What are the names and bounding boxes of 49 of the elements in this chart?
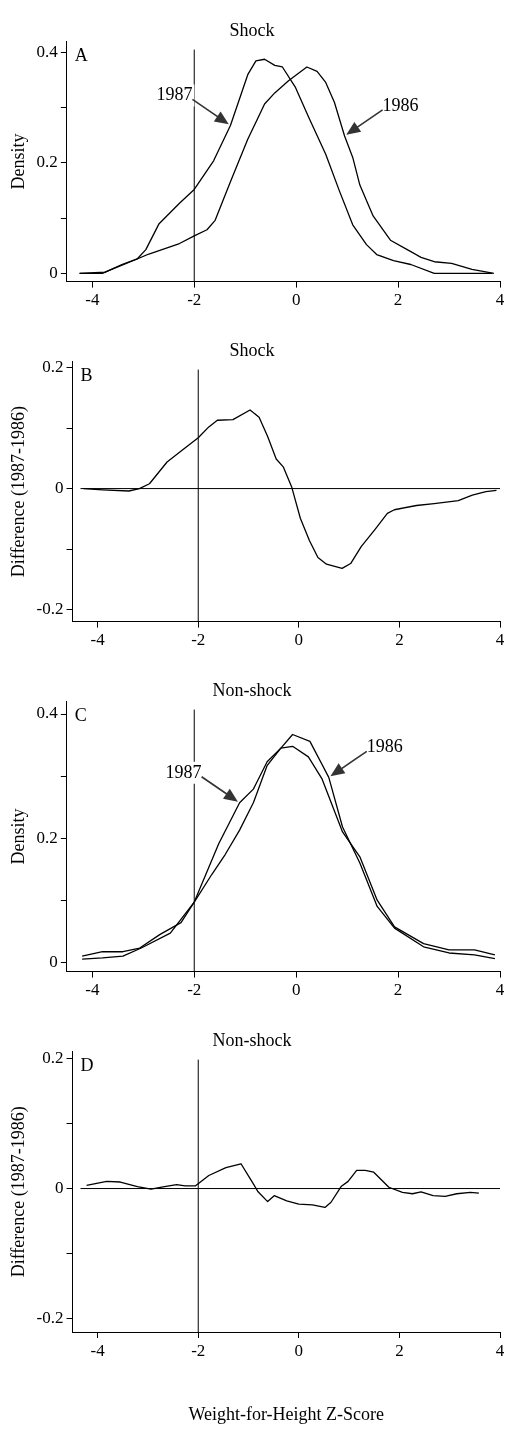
y-tick-label: 0.2 <box>36 827 58 847</box>
y-tick-label: 0 <box>55 1178 64 1198</box>
y-tick-label: 0.4 <box>36 42 59 62</box>
y-tick-label: 0.2 <box>42 357 64 377</box>
y-tick-label: 0.2 <box>36 152 58 172</box>
x-tick-label: 0 <box>294 630 304 650</box>
x-tick-label: 2 <box>393 980 403 1000</box>
x-tick-label: 2 <box>395 1340 404 1360</box>
x-tick-label: -4 <box>85 290 100 310</box>
y-tick-label: 0.2 <box>42 1047 64 1067</box>
y-tick-label: -0.2 <box>36 1308 64 1328</box>
x-tick-label: 2 <box>393 290 403 310</box>
text: 1987 <box>156 84 193 105</box>
x-tick-label: -4 <box>85 980 100 1000</box>
annotation: A <box>74 45 88 66</box>
y-tick-label: 0 <box>55 478 64 498</box>
chart-title: Shock <box>229 19 275 40</box>
x-tick-label: 4 <box>495 980 505 1000</box>
x-tick-label: 0 <box>291 290 301 310</box>
y-axis-title: Density <box>7 133 28 190</box>
x-tick-label: -2 <box>191 1340 206 1360</box>
chart-title: Non-shock <box>212 1029 292 1050</box>
x-tick-label: -4 <box>90 1340 106 1360</box>
x-tick-label: -4 <box>90 630 106 650</box>
x-tick-label: 4 <box>495 630 505 650</box>
x-tick-label: 0 <box>294 1340 304 1360</box>
x-tick-label: 4 <box>495 1340 505 1360</box>
y-tick-label: 0.4 <box>36 703 59 723</box>
x-tick-label: 4 <box>495 290 505 310</box>
y-tick-label: 0 <box>49 262 58 282</box>
annotation: D <box>80 1055 94 1076</box>
x-tick-label: -2 <box>187 980 202 1000</box>
chart-title: Non-shock <box>212 679 292 700</box>
x-tick-label: 0 <box>291 980 301 1000</box>
text: 1987 <box>165 761 202 782</box>
y-tick-label: 0 <box>49 951 58 971</box>
x-tick-label: 2 <box>395 630 404 650</box>
chart-title: Shock <box>229 339 275 360</box>
annotation: C <box>74 705 87 726</box>
y-axis-title: Difference (1987-1986) <box>7 1106 29 1278</box>
y-axis-title: Difference (1987-1986) <box>7 406 29 578</box>
text: 1986 <box>366 736 403 757</box>
x-tick-label: -2 <box>191 630 206 650</box>
x-tick-label: -2 <box>187 290 202 310</box>
x-axis-title: Weight-for-Height Z-Score <box>188 1403 385 1424</box>
y-tick-label: -0.2 <box>36 598 64 618</box>
text: 1986 <box>382 94 419 115</box>
y-axis-title: Density <box>7 808 28 865</box>
annotation: B <box>80 365 93 386</box>
